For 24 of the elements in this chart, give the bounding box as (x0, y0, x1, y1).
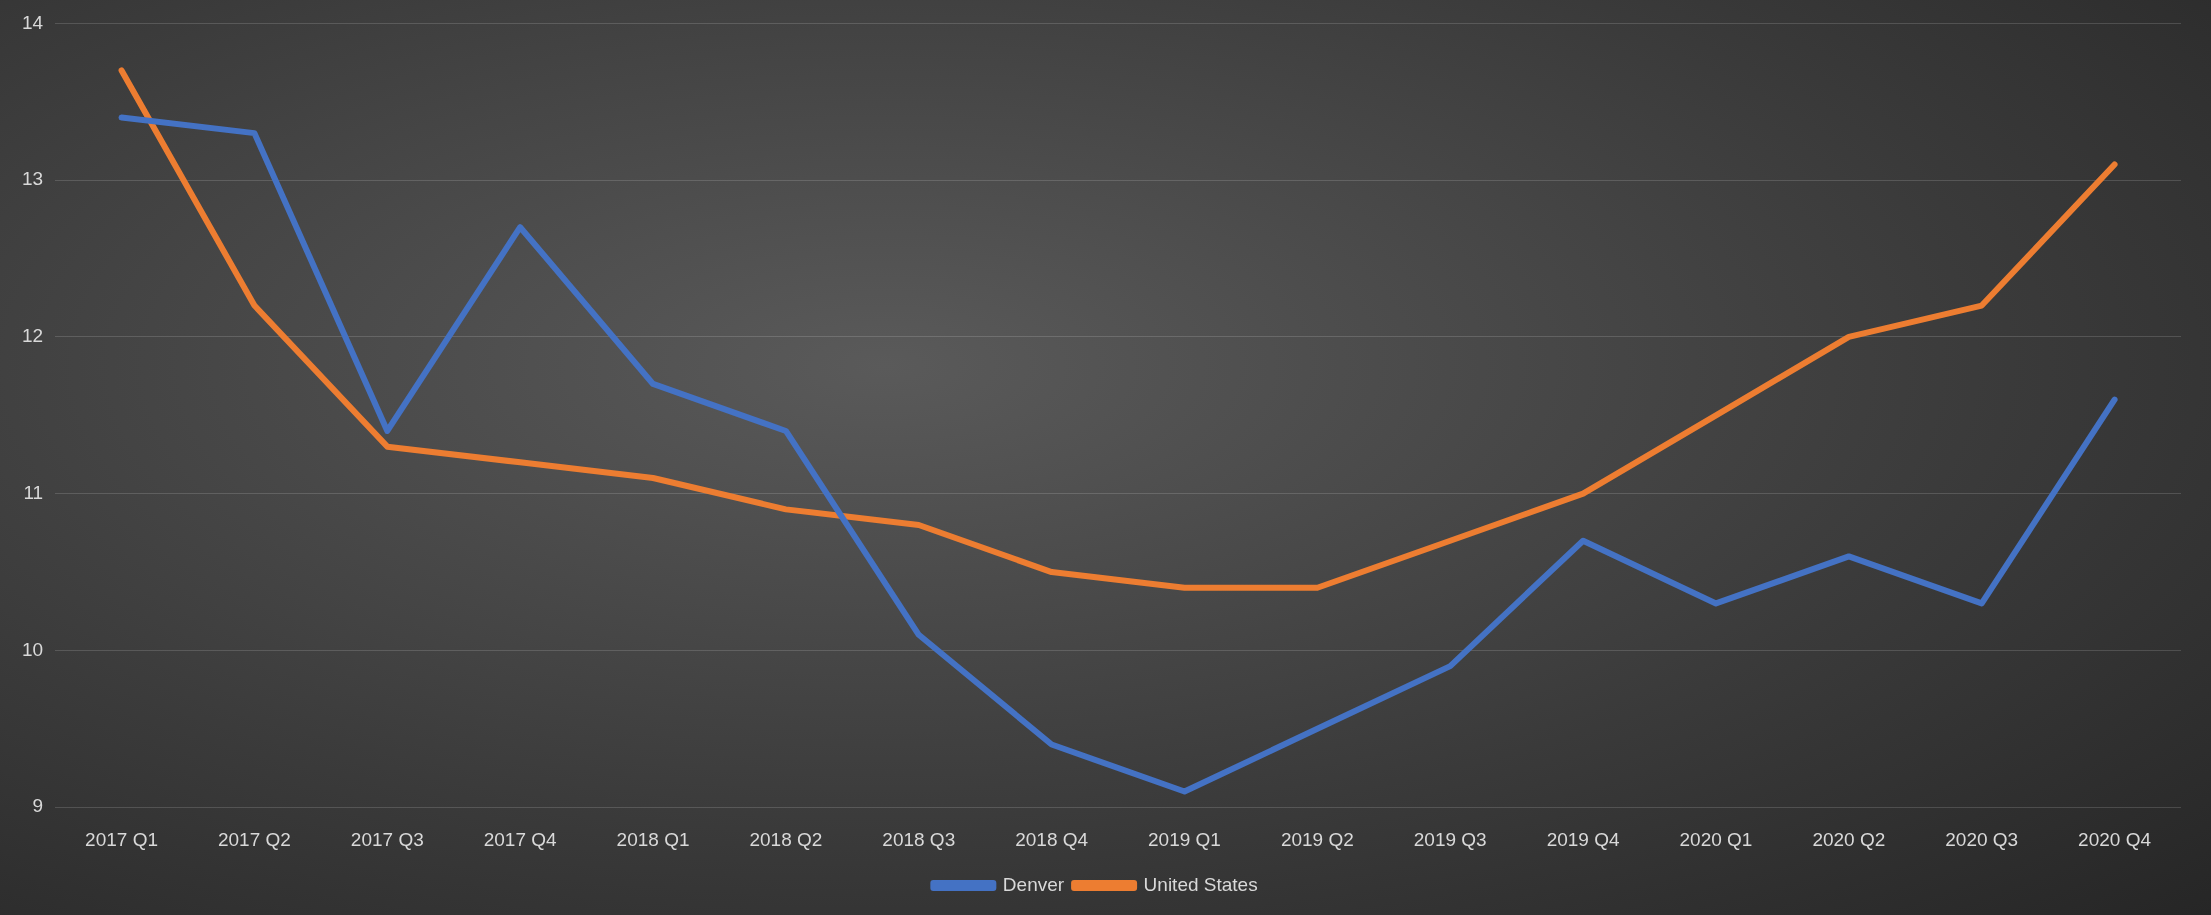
x-tick-label: 2019 Q4 (1546, 828, 1620, 850)
y-tick-label: 9 (32, 795, 44, 817)
x-tick-label: 2017 Q2 (217, 828, 291, 850)
x-tick-label: 2019 Q1 (1148, 828, 1221, 850)
y-tick-label: 14 (21, 11, 44, 33)
x-tick-label: 2017 Q1 (85, 828, 159, 850)
x-tick-label: 2018 Q1 (616, 828, 690, 850)
legend-label: Denver (1002, 873, 1065, 895)
x-tick-label: 2019 Q3 (1413, 828, 1487, 850)
x-tick-label: 2020 Q4 (2078, 828, 2152, 850)
x-tick-label: 2017 Q3 (350, 828, 424, 850)
y-tick-label: 10 (21, 638, 44, 660)
x-tick-label: 2020 Q1 (1679, 828, 1753, 850)
x-tick-label: 2018 Q2 (749, 828, 823, 850)
y-tick-label: 11 (23, 481, 44, 503)
x-tick-label: 2018 Q3 (882, 828, 956, 850)
x-tick-label: 2017 Q4 (483, 828, 558, 850)
y-tick-label: 12 (21, 325, 44, 347)
x-tick-label: 2018 Q4 (1015, 828, 1089, 850)
x-tick-label: 2020 Q2 (1812, 828, 1886, 850)
legend-label: United States (1143, 873, 1258, 895)
y-tick-label: 13 (21, 168, 44, 190)
x-tick-label: 2020 Q3 (1945, 828, 2019, 850)
x-tick-label: 2019 Q2 (1280, 828, 1354, 850)
